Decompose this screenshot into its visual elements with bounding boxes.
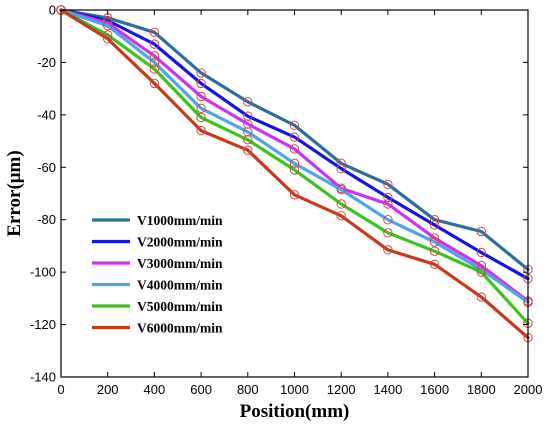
data-point-marker — [383, 199, 393, 209]
x-tick-label: 1200 — [327, 382, 356, 397]
y-tick-label: 0 — [49, 3, 56, 18]
y-tick-label: -20 — [37, 55, 56, 70]
data-point-marker — [383, 245, 393, 255]
data-point-marker — [476, 247, 486, 258]
data-point-marker — [289, 165, 300, 175]
x-tick-label: 1000 — [280, 382, 309, 397]
data-point-marker — [336, 184, 346, 195]
x-tick-label: 1800 — [467, 382, 496, 397]
y-tick-label: -120 — [30, 317, 56, 332]
y-axis-title: Error(μm) — [4, 150, 25, 236]
data-point-marker — [243, 145, 253, 155]
legend: V1000mm/min V2000mm/min V3000mm/min V4000mm… — [92, 213, 223, 336]
data-point-marker — [429, 237, 440, 247]
data-point-marker — [149, 78, 160, 89]
data-point-marker — [289, 190, 300, 200]
x-axis-title: Position(mm) — [240, 401, 350, 422]
y-tick-label: -60 — [37, 160, 56, 175]
x-tick-label: 2000 — [514, 382, 543, 397]
data-point-marker — [243, 97, 253, 107]
data-point-marker — [149, 57, 160, 68]
data-point-marker — [196, 78, 206, 89]
data-point-marker — [243, 119, 253, 129]
y-axis-ticks: 0 -20 -40 -60 -80 -100 -120 -140 — [30, 3, 528, 385]
data-point-marker — [476, 292, 486, 302]
x-tick-label: 1600 — [420, 382, 449, 397]
x-tick-label: 0 — [57, 382, 64, 397]
legend-label: V1000mm/min — [137, 213, 223, 228]
legend-label: V3000mm/min — [137, 256, 223, 271]
data-point-marker — [429, 259, 440, 269]
legend-item: V2000mm/min — [92, 235, 223, 250]
legend-item: V3000mm/min — [92, 256, 223, 271]
data-point-marker — [149, 51, 160, 61]
data-point-marker — [289, 144, 300, 154]
data-point-marker — [476, 267, 486, 277]
data-point-marker — [289, 158, 300, 169]
data-point-marker — [196, 125, 206, 136]
data-point-marker — [149, 64, 160, 74]
data-point-marker — [336, 163, 346, 174]
data-point-marker — [196, 103, 206, 114]
data-point-marker — [383, 192, 393, 203]
legend-item: V6000mm/min — [92, 321, 223, 336]
x-tick-label: 800 — [237, 382, 259, 397]
x-axis-ticks: 0 200 400 600 800 1000 1200 1400 1600 1800 2000 — [57, 10, 542, 397]
legend-label: V4000mm/min — [137, 278, 223, 293]
data-point-marker — [196, 68, 206, 78]
series-layer — [56, 5, 533, 343]
x-tick-label: 600 — [190, 382, 212, 397]
series-line — [59, 8, 530, 303]
series-line — [59, 8, 530, 325]
data-point-marker — [383, 179, 393, 190]
data-point-marker — [336, 211, 346, 221]
data-point-marker — [103, 21, 113, 31]
y-tick-label: -80 — [37, 212, 56, 227]
x-tick-label: 200 — [97, 382, 119, 397]
data-point-marker — [149, 27, 160, 37]
x-tick-label: 400 — [144, 382, 166, 397]
legend-item: V5000mm/min — [92, 299, 223, 314]
data-point-marker — [243, 111, 253, 121]
data-point-marker — [336, 199, 346, 209]
data-point-marker — [383, 228, 393, 238]
legend-label: V5000mm/min — [137, 299, 223, 314]
data-point-marker — [196, 112, 206, 123]
data-point-marker — [196, 91, 206, 102]
series-line — [59, 8, 530, 272]
data-point-marker — [103, 34, 113, 44]
legend-label: V6000mm/min — [137, 321, 223, 336]
data-point-marker — [243, 135, 253, 145]
y-tick-label: -140 — [30, 370, 56, 385]
data-point-marker — [149, 39, 160, 49]
series-line — [59, 8, 530, 340]
x-tick-label: 1400 — [373, 382, 402, 397]
data-point-marker — [429, 220, 440, 230]
data-point-marker — [383, 215, 393, 225]
y-tick-label: -100 — [30, 265, 56, 280]
data-point-marker — [289, 120, 300, 131]
legend-item: V1000mm/min — [92, 213, 223, 228]
data-point-marker — [289, 132, 300, 142]
y-tick-label: -40 — [37, 107, 56, 122]
series-line — [59, 8, 530, 304]
data-point-marker — [429, 246, 440, 256]
data-point-marker — [243, 127, 253, 137]
legend-item: V4000mm/min — [92, 278, 223, 293]
data-point-marker — [476, 226, 486, 237]
series-line — [59, 8, 530, 281]
legend-label: V2000mm/min — [137, 235, 223, 250]
